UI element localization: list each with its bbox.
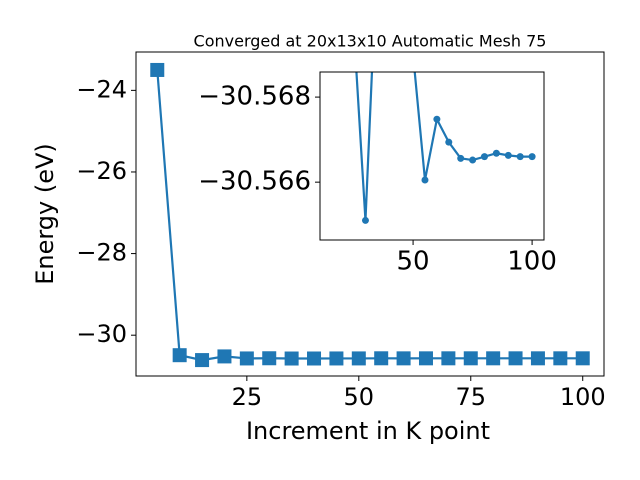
data-point — [172, 348, 187, 363]
y-tick-label: −30 — [76, 320, 127, 348]
axes-frame — [135, 51, 605, 377]
data-point — [504, 151, 512, 159]
x-tick-label: 100 — [507, 247, 557, 277]
data-point — [528, 153, 536, 161]
data-point — [480, 153, 488, 161]
data-point — [463, 351, 478, 366]
data-point — [150, 62, 165, 77]
x-tick-label: 50 — [344, 383, 375, 411]
x-tick-label: 50 — [397, 247, 430, 277]
y-tick-label: −30.566 — [198, 167, 311, 197]
y-tick-label: −24 — [76, 75, 127, 103]
data-point — [307, 351, 322, 366]
data-point — [530, 351, 545, 366]
data-point — [492, 149, 500, 157]
data-point — [329, 351, 344, 366]
x-tick-label: 75 — [455, 383, 486, 411]
x-tick-label: 100 — [560, 383, 606, 411]
data-line — [355, 72, 533, 221]
data-point — [516, 153, 524, 161]
y-axis-label: Energy (eV) — [31, 143, 59, 285]
data-point — [418, 351, 433, 366]
axes-frame — [319, 71, 545, 241]
data-point — [445, 138, 453, 146]
data-point — [575, 351, 590, 366]
data-point — [374, 351, 389, 366]
data-point — [195, 353, 210, 368]
data-point — [469, 156, 477, 164]
data-point — [239, 351, 254, 366]
x-tick-label: 25 — [232, 383, 263, 411]
data-point — [486, 351, 501, 366]
y-tick-label: −30.568 — [198, 82, 311, 112]
data-point — [457, 154, 465, 162]
data-point — [351, 351, 366, 366]
data-point — [361, 216, 369, 224]
y-tick-label: −26 — [76, 157, 127, 185]
data-point — [284, 351, 299, 366]
plot-series — [150, 62, 590, 368]
data-point — [433, 115, 441, 123]
y-tick-label: −28 — [76, 239, 127, 267]
data-point — [508, 351, 523, 366]
data-point — [396, 351, 411, 366]
plot-series — [355, 72, 536, 224]
data-point — [262, 351, 277, 366]
chart-title: Converged at 20x13x10 Automatic Mesh 75 — [194, 32, 547, 51]
data-point — [421, 176, 429, 184]
data-point — [441, 351, 456, 366]
x-axis-label: Increment in K point — [246, 417, 490, 445]
data-point — [217, 349, 232, 364]
data-point — [553, 351, 568, 366]
